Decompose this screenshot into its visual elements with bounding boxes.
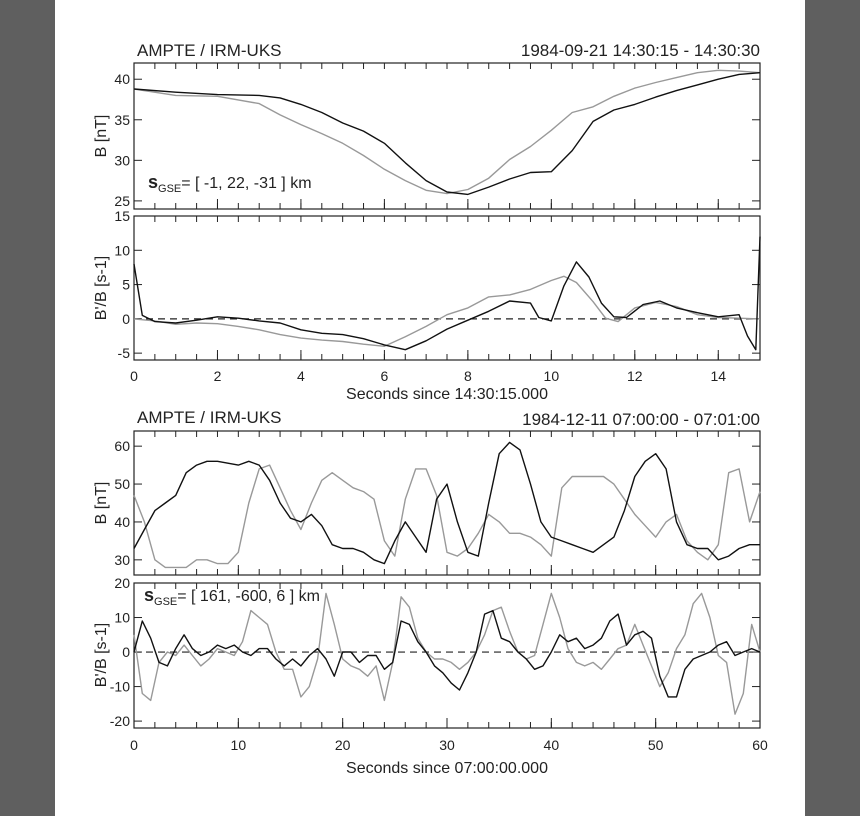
y-tick-label: 40 (114, 71, 130, 87)
fig2-xlabel: Seconds since 07:00:00.000 (346, 760, 548, 777)
series-line-black (133, 609, 761, 698)
x-tick-label: 30 (439, 737, 455, 753)
x-tick-label: 20 (335, 737, 351, 753)
y-tick-label: 40 (114, 514, 130, 530)
y-tick-label: -20 (110, 713, 130, 729)
x-tick-label: 0 (130, 368, 138, 384)
fig2-panel-b-ylabel: B [nT] (93, 482, 110, 525)
fig2-panel-dbdt: B'/B [s-1] sGSE= [ 161, -600, 6 ] km 0 10… (93, 575, 768, 753)
y-tick-label: 30 (114, 152, 130, 168)
x-tick-label: 0 (130, 737, 138, 753)
y-tick-label: 20 (114, 575, 130, 591)
y-tick-label: 35 (114, 112, 130, 128)
fig1-panel-b: B [nT] sGSE= [ -1, 22, -31 ] km 25 30 35 40 (93, 62, 761, 210)
series-line-black (133, 236, 761, 351)
x-tick-label: 10 (544, 368, 560, 384)
x-tick-label: 40 (544, 737, 560, 753)
fig1-annotation: sGSE= [ -1, 22, -31 ] km (148, 172, 312, 195)
annotation-text: = [ 161, -600, 6 ] km (177, 588, 320, 605)
fig1-title-left: AMPTE / IRM-UKS (137, 41, 282, 60)
fig1-panel-dbdt: B'/B [s-1] 0 2 4 6 8 10 12 14 -5 0 5 10 15 (93, 208, 761, 384)
x-tick-label: 2 (214, 368, 222, 384)
series-line-gray (133, 69, 761, 195)
x-tick-label: 60 (752, 737, 768, 753)
series-line-gray (133, 464, 761, 569)
x-tick-label: 10 (231, 737, 247, 753)
annotation-s: s (148, 172, 158, 192)
annotation-text: = [ -1, 22, -31 ] km (181, 175, 311, 192)
fig2-panel-b: B [nT] 30 40 50 60 (93, 430, 761, 576)
fig2-panel-dbdt-ylabel: B'/B [s-1] (93, 623, 110, 687)
series-line-gray (133, 275, 761, 347)
x-tick-label: 50 (648, 737, 664, 753)
x-tick-label: 8 (464, 368, 472, 384)
series-line-black (133, 441, 760, 565)
y-tick-label: 15 (114, 208, 130, 224)
y-tick-label: 10 (114, 242, 130, 258)
y-tick-label: 60 (114, 438, 130, 454)
y-tick-label: 50 (114, 476, 130, 492)
fig1-panel-b-ylabel: B [nT] (93, 115, 110, 158)
fig2-title-right: 1984-12-11 07:00:00 - 07:01:00 (522, 410, 760, 429)
annotation-sub: GSE (158, 183, 181, 195)
x-tick-label: 6 (381, 368, 389, 384)
fig1-title-right: 1984-09-21 14:30:15 - 14:30:30 (521, 41, 760, 60)
y-tick-label: 25 (114, 193, 130, 209)
y-tick-label: 5 (122, 277, 130, 293)
y-tick-label: 0 (122, 311, 130, 327)
annotation-sub: GSE (154, 596, 177, 608)
y-tick-label: -5 (118, 345, 131, 361)
x-tick-label: 14 (710, 368, 726, 384)
y-tick-label: -10 (110, 679, 130, 695)
series-line-black (133, 72, 761, 196)
fig2-annotation: sGSE= [ 161, -600, 6 ] km (144, 585, 320, 608)
y-tick-label: 10 (114, 610, 130, 626)
fig1-panel-dbdt-ylabel: B'/B [s-1] (93, 256, 110, 320)
annotation-s: s (144, 585, 154, 605)
fig1-xlabel: Seconds since 14:30:15.000 (346, 386, 548, 403)
x-tick-label: 4 (297, 368, 305, 384)
y-tick-label: 30 (114, 552, 130, 568)
y-tick-label: 0 (122, 644, 130, 660)
x-tick-label: 12 (627, 368, 643, 384)
fig2-title-left: AMPTE / IRM-UKS (137, 408, 282, 427)
figure-background (55, 0, 805, 816)
